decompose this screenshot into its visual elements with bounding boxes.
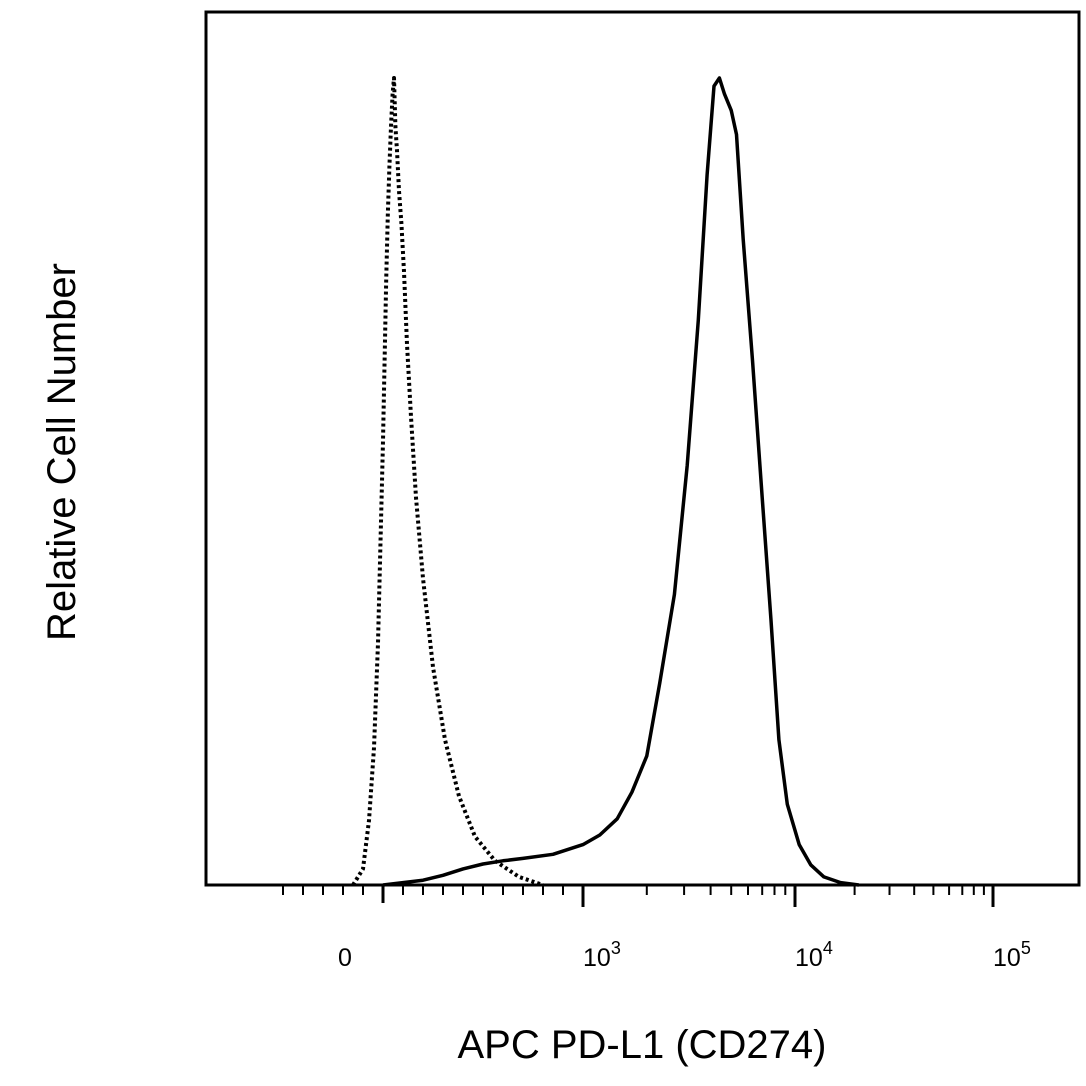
- x-tick-label-1000: 103: [583, 938, 621, 972]
- series-layer: [351, 76, 860, 887]
- plot-frame: [204, 10, 1081, 887]
- x-tick-label-10000: 104: [795, 938, 833, 972]
- x-axis-label: APC PD-L1 (CD274): [457, 1023, 826, 1067]
- y-axis-label: Relative Cell Number: [40, 263, 84, 641]
- series-dotted-line: [351, 76, 544, 887]
- x-tick-label-10000-exp: 4: [823, 938, 833, 958]
- series-solid-line: [382, 76, 860, 887]
- x-axis-ticks: [282, 885, 995, 907]
- x-tick-label-0: 0: [338, 944, 352, 972]
- x-tick-label-1000-exp: 3: [611, 938, 621, 958]
- x-tick-label-100000-base: 10: [993, 944, 1021, 972]
- x-tick-label-100000-exp: 5: [1021, 938, 1031, 958]
- x-tick-label-100000: 105: [993, 938, 1031, 972]
- x-tick-label-1000-base: 10: [583, 944, 611, 972]
- x-tick-label-10000-base: 10: [795, 944, 823, 972]
